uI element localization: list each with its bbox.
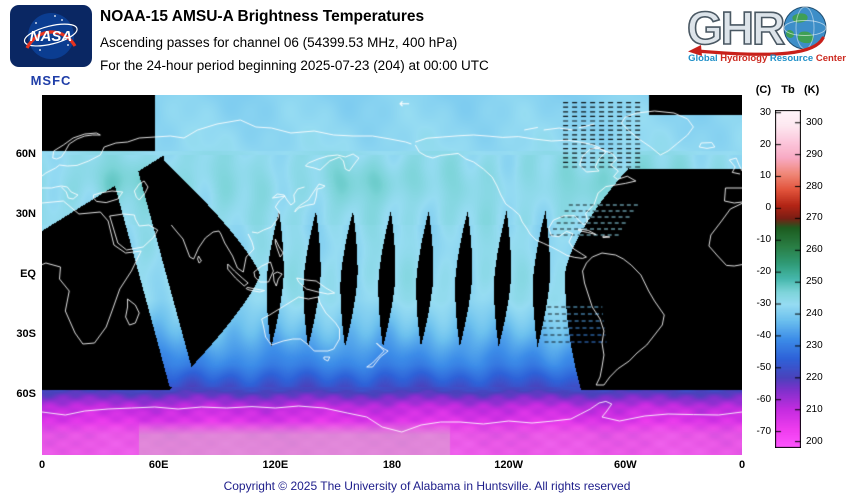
colorbar-c-tick--60: -60 (756, 393, 771, 405)
colorbar-k-tick-300: 300 (806, 116, 823, 128)
colorbar-c-tick--10: -10 (756, 234, 771, 246)
colorbar-c-tick-30: 30 (759, 106, 771, 118)
colorbar-c-tick-10: 10 (759, 170, 771, 182)
nasa-logo[interactable]: NASA MSFC (10, 5, 92, 88)
colorbar-k-tick-240: 240 (806, 308, 823, 320)
lat-tick-EQ: EQ (20, 268, 36, 280)
colorbar-k-tick-260: 260 (806, 244, 823, 256)
colorbar-c-tick--30: -30 (756, 298, 771, 310)
nasa-insignia-icon: NASA (10, 5, 92, 67)
ghrc-swoosh-arrowhead (688, 45, 702, 56)
colorbar-unit-celsius: (C) (755, 84, 771, 96)
colorbar-canvas (775, 110, 801, 448)
colorbar-k-tick-230: 230 (806, 339, 823, 351)
colorbar-k-tick-270: 270 (806, 212, 823, 224)
copyright-text: Copyright © 2025 The University of Alaba… (223, 479, 631, 493)
lat-tick-60N: 60N (15, 148, 36, 160)
lon-tick-1-60E: 60E (148, 459, 169, 471)
colorbar-k-tick-290: 290 (806, 148, 823, 160)
lon-tick-6-0: 0 (738, 459, 746, 471)
lat-tick-30S: 30S (16, 328, 36, 340)
lon-tick-2-120E: 120E (262, 459, 289, 471)
ghrc-tagline-word: Hydrology (717, 53, 768, 64)
nasa-wordmark: NASA (30, 28, 73, 45)
colorbar-c-tick--70: -70 (756, 425, 771, 437)
lat-tick-60S: 60S (16, 388, 36, 400)
page-subtitle-period: For the 24-hour period beginning 2025-07… (100, 58, 489, 73)
page-title: NOAA-15 AMSU-A Brightness Temperatures (100, 8, 425, 25)
colorbar-k-tick-220: 220 (806, 371, 823, 383)
title-block: NOAA-15 AMSU-A Brightness Temperatures A… (100, 8, 489, 81)
nasa-msfc-label: MSFC (30, 73, 72, 88)
lat-tick-30N: 30N (15, 208, 36, 220)
lon-tick-4-120W: 120W (494, 459, 524, 471)
colorbar-c-tick--40: -40 (756, 329, 771, 341)
lon-tick-5-60W: 60W (614, 459, 637, 471)
colorbar-c-tick--20: -20 (756, 266, 771, 278)
ghrc-tagline: Global Hydrology Resource Center (682, 53, 852, 64)
lon-tick-3-180: 180 (382, 459, 402, 471)
colorbar-c-tick--50: -50 (756, 361, 771, 373)
ghrc-tagline-word: Global (688, 53, 718, 64)
colorbar-k-tick-200: 200 (806, 435, 823, 447)
ghrc-logo-graphic: GHR (686, 1, 827, 56)
map-canvas (42, 95, 742, 455)
ghrc-swoosh (695, 36, 825, 56)
colorbar-k-tick-280: 280 (806, 180, 823, 192)
colorbar-c-tick-20: 20 (759, 138, 771, 150)
colorbar-unit-kelvin: (K) (804, 84, 820, 96)
colorbar-c-tick-0: 0 (765, 202, 771, 214)
colorbar-title: Tb (781, 84, 795, 96)
ghrc-letters: GHR (687, 2, 785, 54)
ghrc-logo[interactable]: GHR Global Hydrology Resource Center (682, 1, 852, 64)
colorbar-k-tick-210: 210 (806, 403, 823, 415)
ghrc-tagline-word: Center (813, 53, 846, 64)
page-subtitle-channel: Ascending passes for channel 06 (54399.5… (100, 35, 458, 50)
colorbar-k-tick-250: 250 (806, 276, 823, 288)
ghrc-tagline-word: Resource (767, 53, 814, 64)
lon-tick-0-0: 0 (38, 459, 46, 471)
